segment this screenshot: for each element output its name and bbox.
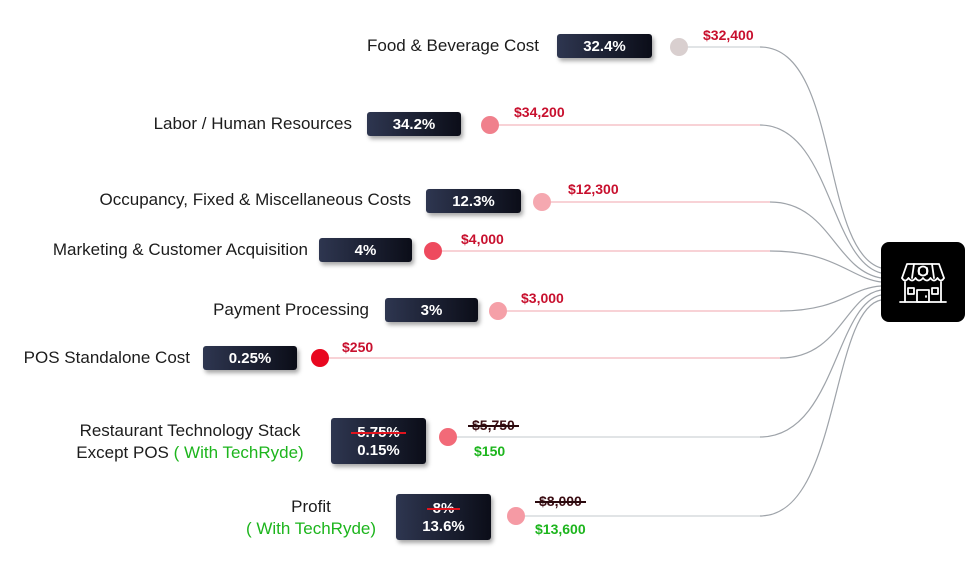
value-dot <box>481 116 499 134</box>
old-amount: $5,750 <box>468 417 519 433</box>
percentage-badge: 0.25% <box>203 346 297 370</box>
connector-curve <box>759 46 882 269</box>
row-label-line: Restaurant Technology Stack <box>79 421 301 440</box>
row-label: Profit ( With TechRyde) <box>236 496 386 540</box>
new-percentage: 0.15% <box>357 441 400 459</box>
amount-value: $12,300 <box>568 181 619 197</box>
row-label: Marketing & Customer Acquisition <box>52 240 308 259</box>
restaurant-hub <box>881 242 965 322</box>
row-label-line: Profit <box>291 497 331 516</box>
amount-value: $3,000 <box>521 290 564 306</box>
value-dot <box>507 507 525 525</box>
old-percentage: 8% <box>426 499 460 517</box>
percentage-badge: 4% <box>319 238 412 262</box>
value-dot <box>489 302 507 320</box>
connector-curve <box>779 289 882 359</box>
row-label-text: Except POS <box>76 443 169 462</box>
new-percentage: 13.6% <box>422 517 465 535</box>
row-label: Restaurant Technology Stack Except POS (… <box>60 420 320 464</box>
row-label: Labor / Human Resources <box>153 114 352 133</box>
row-label: Payment Processing <box>213 300 369 319</box>
row-label: Occupancy, Fixed & Miscellaneous Costs <box>99 190 411 209</box>
old-amount: $8,000 <box>535 493 586 509</box>
percentage-badge: 5.75% 0.15% <box>331 418 426 464</box>
value-dot <box>670 38 688 56</box>
row-label: Food & Beverage Cost <box>367 36 539 55</box>
techryde-note: ( With TechRyde) <box>173 443 304 462</box>
connector-curve <box>759 294 882 438</box>
amount-value: $34,200 <box>514 104 565 120</box>
connector-curve <box>759 124 882 274</box>
value-dot <box>424 242 442 260</box>
value-dot <box>533 193 551 211</box>
percentage-badge: 3% <box>385 298 478 322</box>
old-percentage: 5.75% <box>351 423 406 441</box>
percentage-badge: 8% 13.6% <box>396 494 491 540</box>
value-dot <box>311 349 329 367</box>
value-dot <box>439 428 457 446</box>
percentage-badge: 34.2% <box>367 112 461 136</box>
connector-curve <box>779 285 882 312</box>
techryde-note: ( With TechRyde) <box>245 519 377 538</box>
percentage-badge: 12.3% <box>426 189 521 213</box>
amount-value: $4,000 <box>461 231 504 247</box>
percentage-badge: 32.4% <box>557 34 652 58</box>
connector-curve <box>759 299 882 517</box>
new-amount: $150 <box>474 443 506 459</box>
row-label-line: Except POS ( With TechRyde) <box>60 442 320 464</box>
amount-value: $32,400 <box>703 27 754 43</box>
amount-value: $250 <box>342 339 374 355</box>
connector-curve <box>769 201 882 279</box>
restaurant-store-icon <box>899 263 947 303</box>
connector-curve <box>769 250 882 283</box>
new-amount: $13,600 <box>535 521 586 537</box>
row-label: POS Standalone Cost <box>23 348 190 367</box>
